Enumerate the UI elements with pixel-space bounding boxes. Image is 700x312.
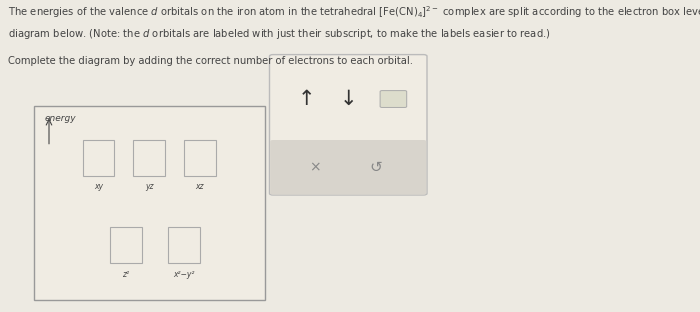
Text: z²: z² xyxy=(122,270,130,279)
Text: xz: xz xyxy=(196,183,204,192)
FancyBboxPatch shape xyxy=(34,106,265,300)
Bar xyxy=(111,227,141,263)
Text: x²−y²: x²−y² xyxy=(173,270,195,279)
Text: ×: × xyxy=(309,160,321,174)
Text: ↑: ↑ xyxy=(298,89,315,109)
Text: Complete the diagram by adding the correct number of electrons to each orbital.: Complete the diagram by adding the corre… xyxy=(8,56,414,66)
Bar xyxy=(184,140,216,176)
Text: ↺: ↺ xyxy=(369,160,382,175)
Bar xyxy=(83,140,114,176)
Text: ↓: ↓ xyxy=(340,89,357,109)
Bar xyxy=(134,140,165,176)
FancyBboxPatch shape xyxy=(270,55,427,195)
Text: diagram below. (Note: the $d$ orbitals are labeled with just their subscript, to: diagram below. (Note: the $d$ orbitals a… xyxy=(8,27,551,41)
FancyBboxPatch shape xyxy=(380,90,407,107)
Text: yz: yz xyxy=(145,183,153,192)
Text: The energies of the valence $d$ orbitals on the iron atom in the tetrahedral $\l: The energies of the valence $d$ orbitals… xyxy=(8,5,700,21)
Bar xyxy=(168,227,200,263)
FancyBboxPatch shape xyxy=(270,140,426,195)
Text: xy: xy xyxy=(94,183,103,192)
Text: energy: energy xyxy=(44,114,76,123)
